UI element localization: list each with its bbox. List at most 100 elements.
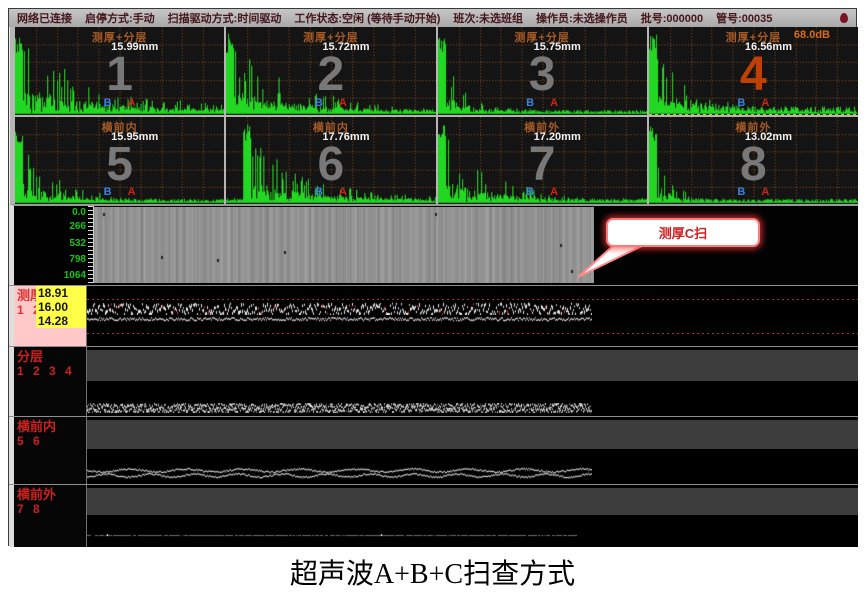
- bscan-trace-canvas: [87, 316, 592, 323]
- bscan-row-label[interactable]: 横前外 7 8: [9, 485, 86, 547]
- alarm-indicator-icon: A: [761, 186, 770, 198]
- ascan-waveform-canvas: [648, 27, 858, 115]
- bscan-row-delamination: 分层 1 2 3 4: [9, 346, 858, 416]
- alarm-indicator-icon: A: [127, 186, 136, 198]
- channel-number: 3: [528, 48, 556, 101]
- bscan-indicator-icon: B: [103, 186, 112, 198]
- ut-main-window: 网络已连接 启停方式:手动 扫描驱动方式:时间驱动 工作状态:空闲 (等待手动开…: [8, 8, 858, 547]
- ascan-waveform-canvas: [226, 116, 436, 204]
- scale-tick: 0.0: [72, 207, 86, 218]
- bscan-row-label[interactable]: 横前内 5 6: [9, 417, 86, 484]
- status-batch-no: 批号:000000: [640, 13, 704, 25]
- bscan-band: [87, 350, 858, 381]
- channel-mode-label: 测厚+分层: [725, 32, 782, 44]
- channel-mode-label: 测厚+分层: [303, 32, 359, 44]
- gate-line: [87, 333, 858, 334]
- cscan-callout: 测厚C扫: [606, 218, 760, 247]
- thickness-readout: 16.56mm: [744, 41, 792, 53]
- alarm-indicator-icon: A: [550, 186, 559, 198]
- bscan-row-transverse-outer: 横前外 7 8: [9, 484, 858, 547]
- channel-number: 4: [740, 48, 767, 101]
- alarm-indicator-icon: A: [338, 96, 347, 109]
- thickness-values: 18.91 16.00 14.28: [36, 286, 86, 328]
- bscan-row-transverse-inner: 横前内 5 6: [9, 416, 858, 484]
- thickness-readout: 13.02mm: [744, 130, 792, 143]
- row-channels: 7 8: [17, 502, 43, 516]
- channel-number: 8: [740, 137, 767, 191]
- scale-tick: 1064: [63, 270, 86, 281]
- thickness-value: 16.00: [36, 300, 86, 314]
- row-title: 分层: [17, 349, 44, 364]
- thickness-readout: 17.20mm: [533, 130, 581, 143]
- channel-mode-label: 横前内: [312, 121, 349, 134]
- thickness-value: 14.28: [36, 314, 86, 328]
- alarm-pin-icon: [840, 13, 848, 23]
- ascan-waveform-canvas: [15, 27, 225, 115]
- bscan-indicator-icon: B: [526, 96, 535, 109]
- bscan-strip[interactable]: [86, 485, 858, 547]
- status-startstop-mode: 启停方式:手动: [85, 13, 155, 25]
- channel-mode-label: 横前外: [524, 121, 561, 134]
- gain-readout: 68.0dB: [793, 29, 830, 41]
- status-network: 网络已连接: [17, 13, 72, 25]
- channel-number: 7: [528, 137, 556, 191]
- row-channels: 5 6: [17, 434, 43, 448]
- channel-number: 6: [317, 137, 345, 191]
- thickness-readout: 15.75mm: [533, 41, 581, 53]
- scale-tick: 266: [69, 221, 86, 232]
- bscan-band: [87, 420, 858, 449]
- bscan-strip[interactable]: [86, 417, 858, 484]
- bscan-strip[interactable]: [86, 286, 858, 346]
- bscan-section: 测厚 1 2 3 18.91 16.00 14.28 分层: [9, 285, 858, 547]
- bscan-strip[interactable]: [86, 347, 858, 416]
- bscan-row-label[interactable]: 分层 1 2 3 4: [9, 347, 86, 416]
- status-scan-drive-mode: 扫描驱动方式:时间驱动: [167, 13, 282, 25]
- scale-tick: 798: [69, 254, 86, 265]
- thickness-value: 18.91: [36, 286, 86, 300]
- bscan-indicator-icon: B: [314, 96, 323, 109]
- channel-mode-label: 测厚+分层: [514, 32, 570, 44]
- channel-number: 1: [106, 48, 133, 101]
- alarm-indicator-icon: A: [338, 186, 347, 198]
- status-tube-no: 管号:00035: [716, 13, 773, 25]
- cscan-image-canvas[interactable]: [94, 207, 594, 283]
- row-title: 横前外: [17, 487, 57, 502]
- cscan-ruler: [88, 206, 94, 283]
- ascan-waveform-canvas: [648, 116, 858, 204]
- thickness-readout: 15.99mm: [111, 41, 159, 53]
- bscan-indicator-icon: B: [103, 96, 112, 109]
- status-operator: 操作员:未选操作员: [536, 13, 628, 25]
- bscan-trace-canvas: [87, 534, 577, 537]
- bscan-trace-canvas: [87, 467, 592, 479]
- thickness-readout: 17.76mm: [322, 130, 370, 143]
- ascan-waveform-canvas: [15, 116, 225, 204]
- channel-number: 2: [317, 48, 345, 101]
- bscan-indicator-icon: B: [526, 186, 535, 198]
- channel-mode-label: 横前外: [735, 121, 772, 134]
- thickness-readout: 15.72mm: [322, 41, 370, 53]
- row-channels: 1 2 3 4: [17, 364, 75, 378]
- status-work-state: 工作状态:空闲 (等待手动开始): [294, 13, 441, 25]
- channel-number: 5: [106, 137, 133, 191]
- bscan-row-thickness: 测厚 1 2 3 18.91 16.00 14.28: [9, 285, 858, 346]
- alarm-indicator-icon: A: [761, 96, 770, 109]
- bscan-indicator-icon: B: [737, 96, 746, 109]
